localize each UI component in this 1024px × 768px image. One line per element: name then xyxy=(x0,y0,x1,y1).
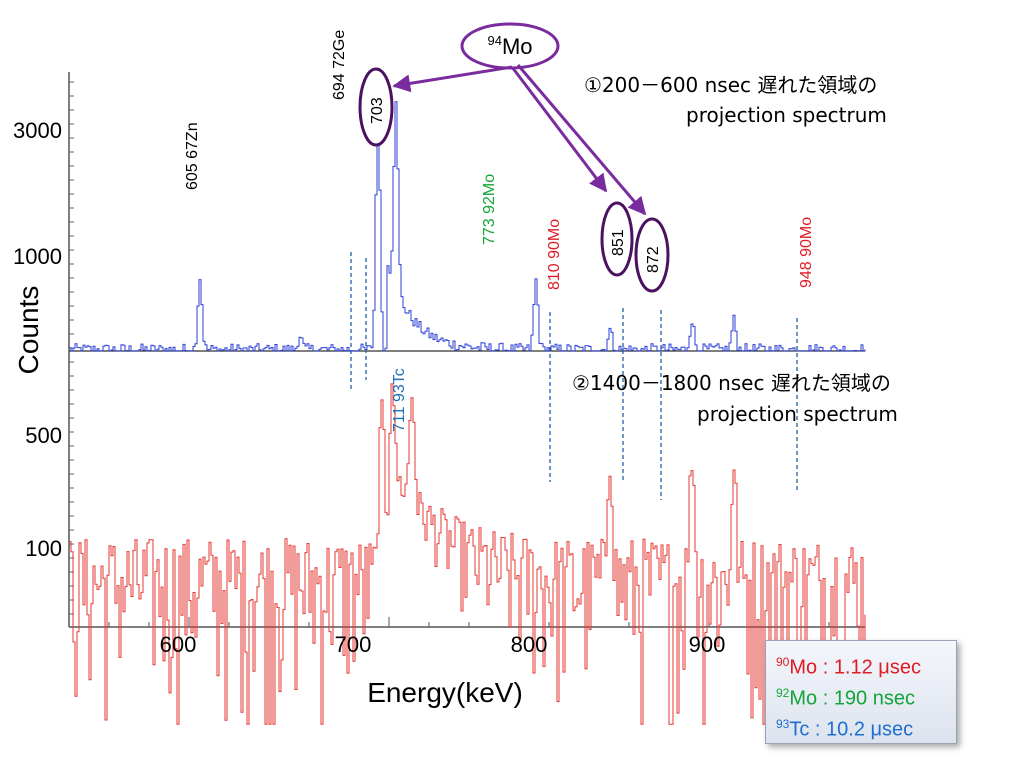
peak-label-711: 711 93Tc xyxy=(391,368,408,432)
x-tick-label: 700 xyxy=(335,632,372,657)
y-tick-label: 1000 xyxy=(13,244,62,269)
legend-row-92mo: 92Mo : 190 nsec xyxy=(776,678,946,710)
y-tick-label: 500 xyxy=(25,423,62,448)
panel-2-subtitle: projection spectrum xyxy=(697,402,898,426)
series-line-panel-2 xyxy=(69,383,866,725)
y-tick-label: 100 xyxy=(25,536,62,561)
series-line-panel-1 xyxy=(69,101,866,352)
legend-row-90mo: 90Mo : 1.12 μsec xyxy=(776,647,946,679)
peak-label-605: 605 67Zn xyxy=(184,122,201,190)
mo94-label: 94Mo xyxy=(487,33,532,59)
legend-text: Mo : 190 nsec xyxy=(789,687,915,710)
panel-1-subtitle: projection spectrum xyxy=(686,103,887,127)
peak-label-773: 773 92Mo xyxy=(481,174,498,245)
peak-label-694: 694 72Ge xyxy=(331,30,348,100)
peak-label-703: 703 xyxy=(369,97,386,124)
arrow-to-703 xyxy=(392,65,513,93)
half-life-legend: 90Mo : 1.12 μsec 92Mo : 190 nsec 93Tc : … xyxy=(765,640,957,744)
arrow-to-851 xyxy=(510,66,608,193)
legend-mass: 92 xyxy=(776,686,790,700)
panel-1-title: ①200－600 nsec 遅れた領域の xyxy=(584,73,877,97)
peak-label-872: 872 xyxy=(645,246,662,273)
x-tick-label: 600 xyxy=(160,632,197,657)
legend-text: Tc : 10.2 μsec xyxy=(789,718,914,741)
panel-2-title: ②1400－1800 nsec 遅れた領域の xyxy=(572,371,891,395)
x-axis-title: Energy(keV) xyxy=(367,677,523,708)
legend-text: Mo : 1.12 μsec xyxy=(789,656,921,679)
oval-872 xyxy=(634,217,670,293)
peak-label-810: 810 90Mo xyxy=(546,219,563,290)
oval-851 xyxy=(600,201,634,277)
peak-label-948: 948 90Mo xyxy=(798,217,815,288)
legend-mass: 93 xyxy=(776,717,790,731)
arrow-to-872 xyxy=(516,64,647,216)
y-tick-label: 3000 xyxy=(13,118,62,143)
legend-mass: 90 xyxy=(776,655,790,669)
y-axis-title: Counts xyxy=(13,286,44,375)
legend-row-93tc: 93Tc : 10.2 μsec xyxy=(776,709,946,741)
oval-703 xyxy=(358,67,394,147)
x-tick-label: 800 xyxy=(511,632,548,657)
correlation-lines xyxy=(350,252,798,500)
x-tick-label: 900 xyxy=(689,632,726,657)
peak-label-851: 851 xyxy=(610,229,627,256)
